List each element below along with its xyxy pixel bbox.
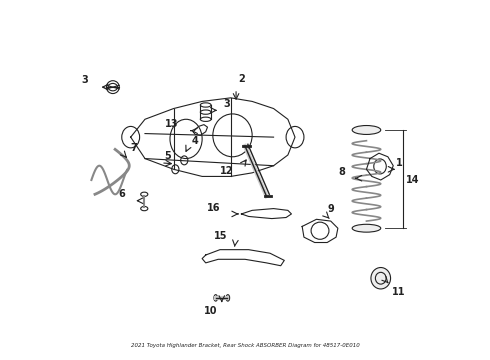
Text: 6: 6 <box>119 189 125 199</box>
Text: 4: 4 <box>192 136 198 146</box>
Text: 13: 13 <box>166 119 179 129</box>
Text: 12: 12 <box>220 166 234 176</box>
Text: 16: 16 <box>207 203 220 212</box>
Ellipse shape <box>352 224 381 232</box>
Text: 9: 9 <box>328 204 335 214</box>
Ellipse shape <box>352 126 381 134</box>
Text: 3: 3 <box>81 75 88 85</box>
Text: 8: 8 <box>338 167 345 177</box>
Text: 15: 15 <box>214 231 228 241</box>
Text: 11: 11 <box>392 287 405 297</box>
Text: 1: 1 <box>396 158 402 168</box>
Ellipse shape <box>371 267 391 289</box>
Text: 7: 7 <box>130 143 137 153</box>
Text: 10: 10 <box>204 306 218 316</box>
Text: 3: 3 <box>223 99 230 109</box>
Text: 5: 5 <box>165 152 172 161</box>
Text: 14: 14 <box>406 175 419 185</box>
Text: 2021 Toyota Highlander Bracket, Rear Shock ABSORBER Diagram for 48517-0E010: 2021 Toyota Highlander Bracket, Rear Sho… <box>131 343 359 348</box>
Text: 2: 2 <box>239 73 245 84</box>
